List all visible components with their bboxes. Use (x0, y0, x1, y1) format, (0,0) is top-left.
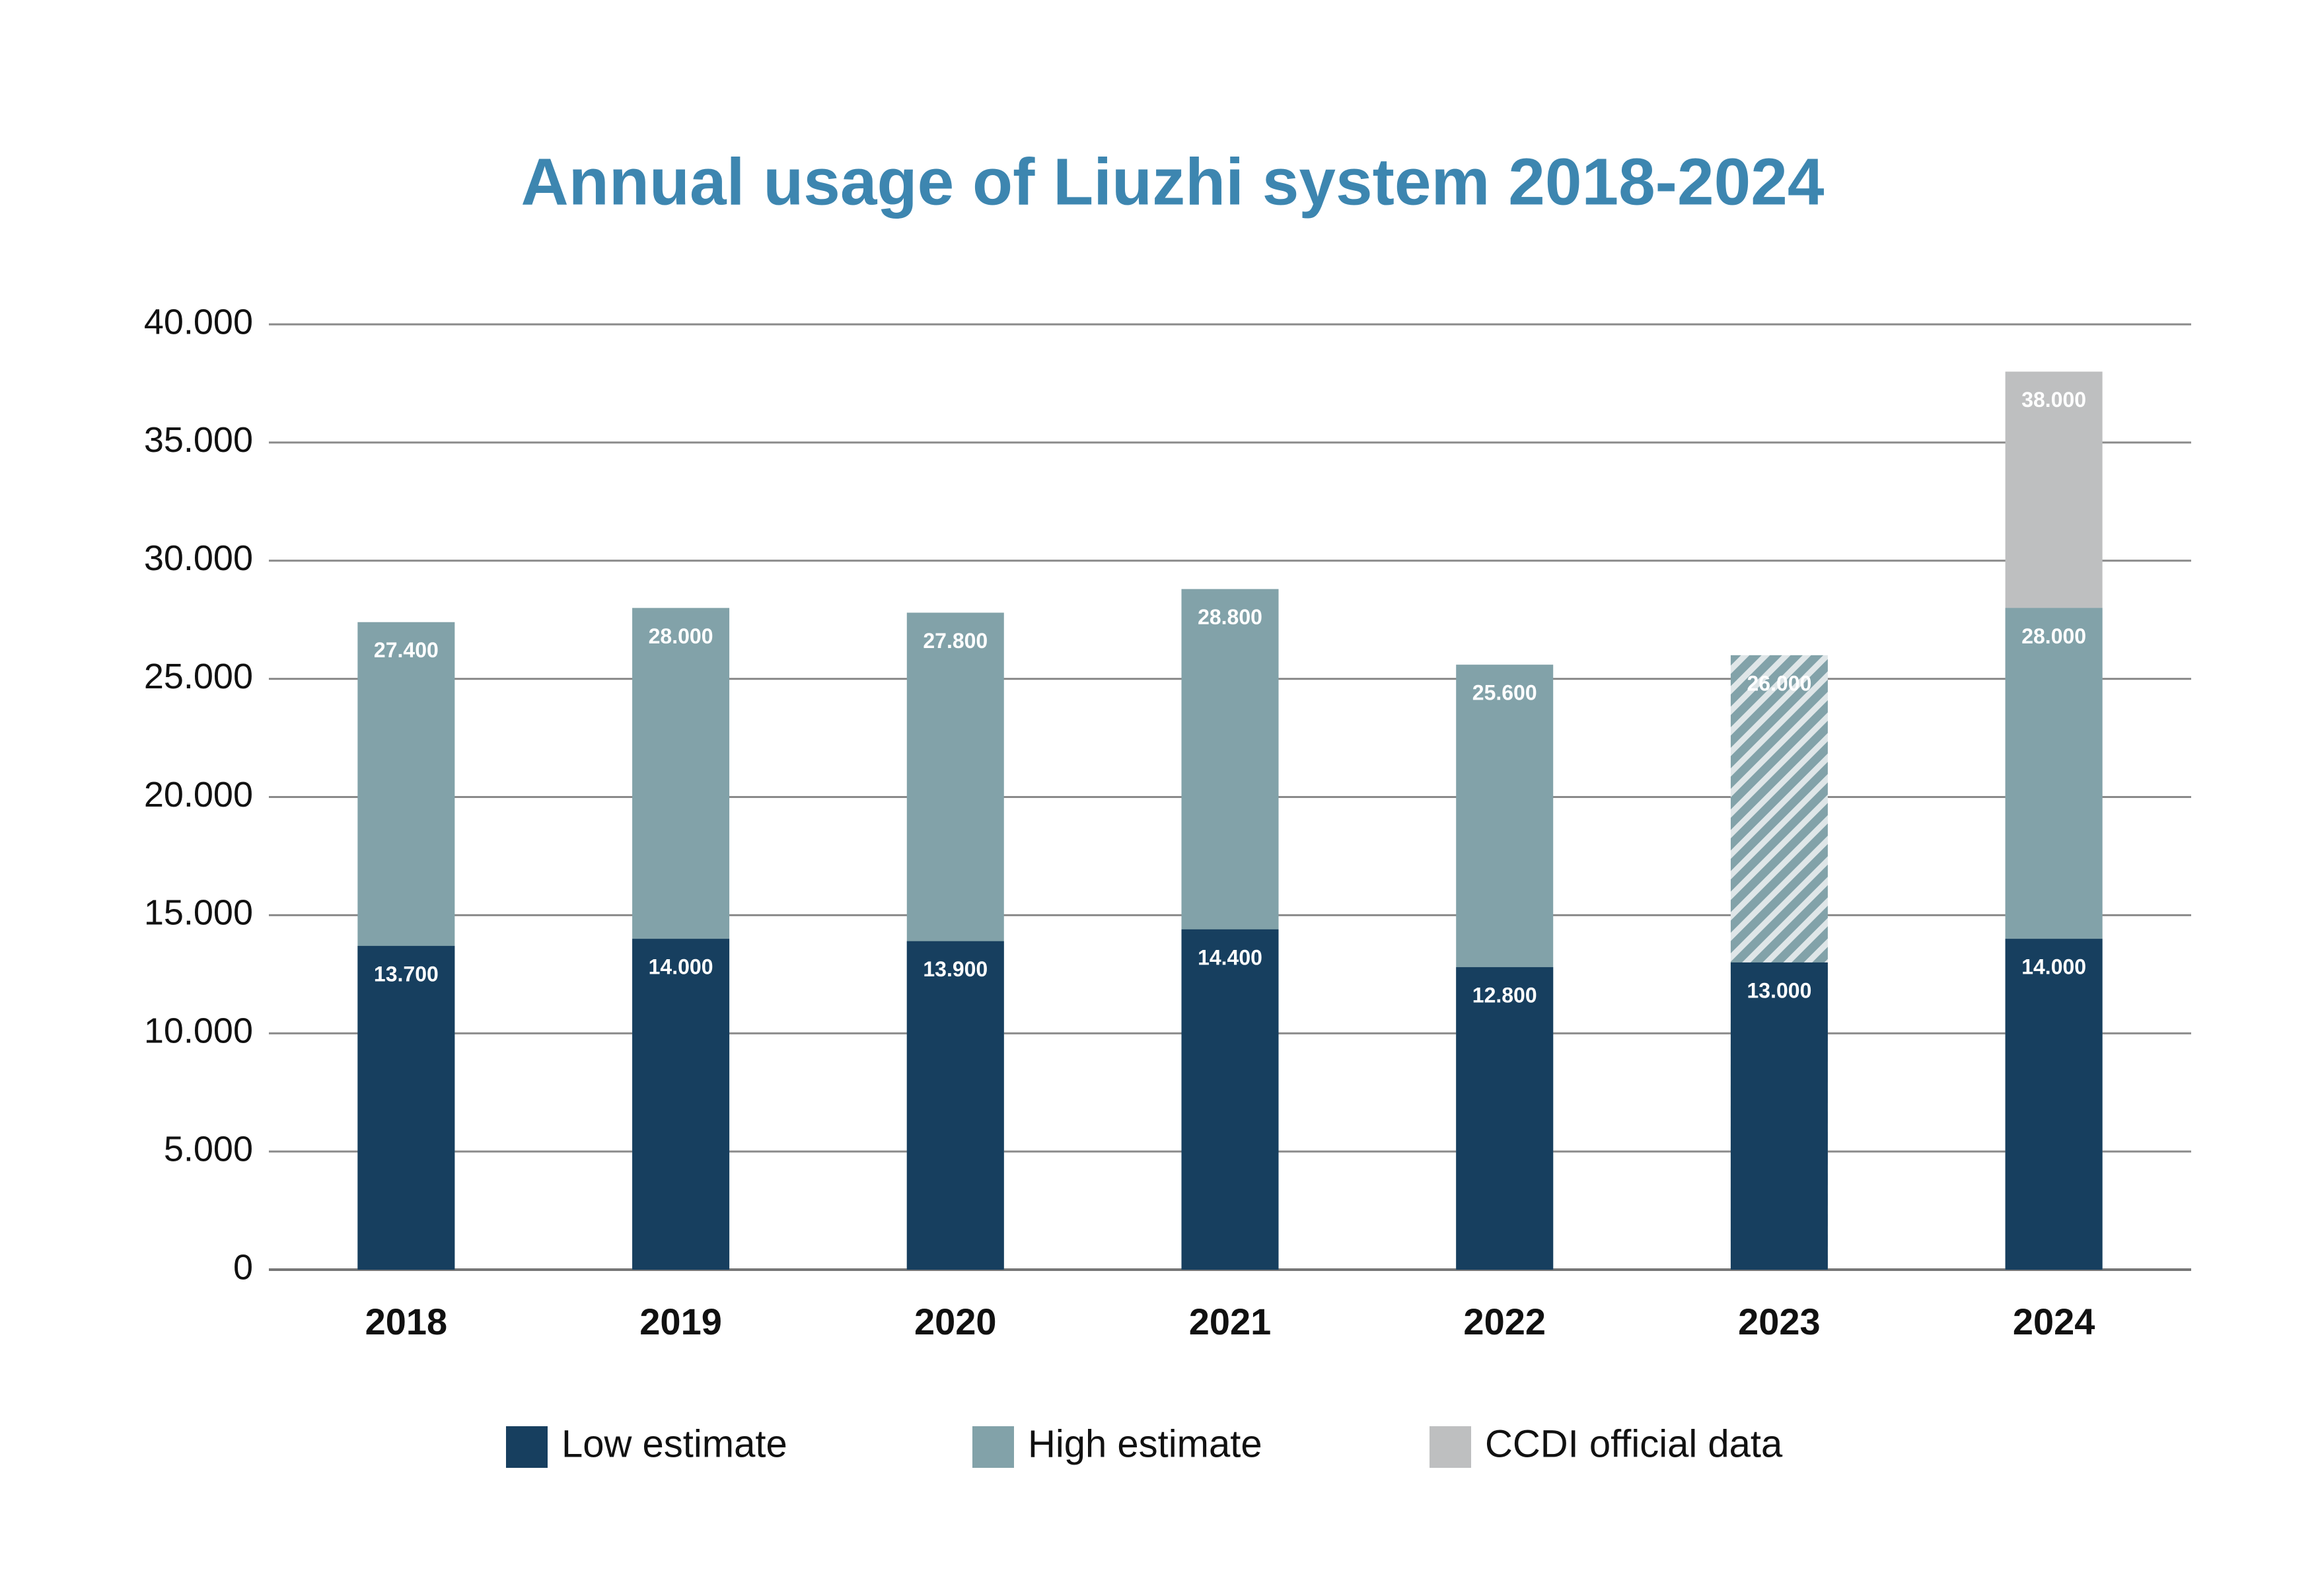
bar (1181, 929, 1279, 1270)
data-label: 25.600 (1472, 681, 1537, 705)
y-tick-label: 15.000 (144, 893, 253, 933)
x-tick-label: 2018 (365, 1301, 448, 1342)
bar (632, 939, 730, 1270)
x-tick-label: 2024 (2013, 1301, 2095, 1342)
data-label: 14.000 (649, 955, 713, 979)
legend-swatch (506, 1426, 548, 1468)
data-label: 12.800 (1472, 984, 1537, 1007)
data-label: 28.000 (649, 624, 713, 648)
legend-swatch (972, 1426, 1014, 1468)
y-tick-label: 40.000 (144, 302, 253, 342)
chart-title: Annual usage of Liuzhi system 2018-2024 (521, 145, 1825, 219)
data-label: 13.700 (374, 962, 439, 986)
bar (2005, 939, 2103, 1270)
x-tick-label: 2023 (1738, 1301, 1821, 1342)
bar (357, 945, 455, 1270)
x-tick-label: 2019 (639, 1301, 722, 1342)
data-label: 28.800 (1198, 605, 1262, 629)
x-tick-label: 2021 (1189, 1301, 1272, 1342)
data-label: 27.400 (374, 638, 439, 662)
y-tick-label: 25.000 (144, 657, 253, 696)
legend-label: CCDI official data (1485, 1422, 1783, 1465)
data-label: 27.800 (923, 629, 988, 653)
bar (1730, 962, 1828, 1270)
data-label: 26.000 (1747, 671, 1811, 695)
legend-label: Low estimate (561, 1422, 787, 1465)
data-label: 13.000 (1747, 978, 1811, 1002)
data-label: 28.000 (2021, 624, 2086, 648)
data-label: 14.000 (2021, 955, 2086, 979)
data-label: 13.900 (923, 957, 988, 981)
y-tick-label: 0 (233, 1247, 253, 1287)
x-tick-label: 2022 (1463, 1301, 1546, 1342)
y-tick-label: 35.000 (144, 420, 253, 460)
bar (1456, 967, 1554, 1270)
y-tick-label: 30.000 (144, 538, 253, 578)
bar (906, 941, 1004, 1270)
y-tick-label: 5.000 (164, 1129, 253, 1169)
data-label: 38.000 (2021, 388, 2086, 412)
legend-label: High estimate (1028, 1422, 1262, 1465)
data-label: 14.400 (1198, 945, 1262, 969)
x-tick-label: 2020 (914, 1301, 997, 1342)
y-tick-label: 10.000 (144, 1011, 253, 1051)
y-tick-label: 20.000 (144, 775, 253, 815)
legend-swatch (1430, 1426, 1471, 1468)
